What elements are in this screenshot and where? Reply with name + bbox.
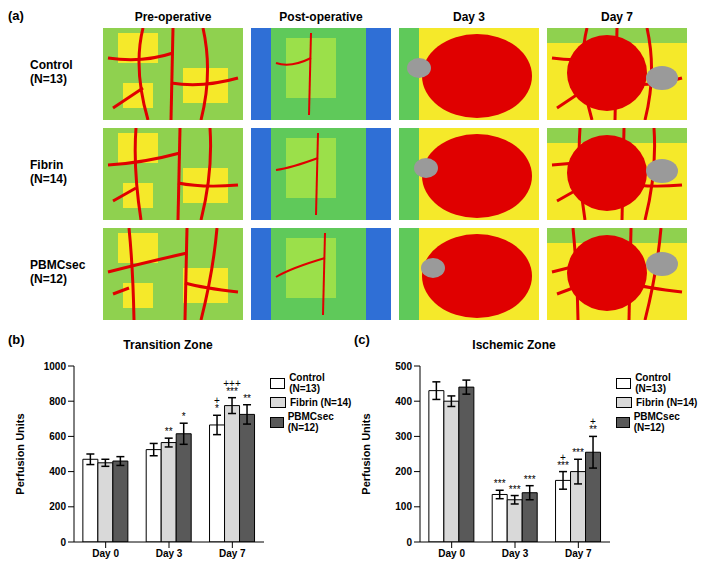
html-text:Fibrin (N=14): Fibrin (N=14)	[30, 158, 67, 186]
svg-text:Day 7: Day 7	[565, 548, 592, 559]
svg-text:***: ***	[524, 474, 536, 485]
svg-text:100: 100	[395, 501, 412, 512]
html-text:(a): (a)	[8, 8, 24, 23]
html-text:(b): (b)	[8, 332, 25, 347]
svg-text:**: **	[165, 426, 173, 437]
svg-text:***: ***	[494, 478, 506, 489]
html-text:Ischemic Zone: Ischemic Zone	[472, 338, 556, 352]
svg-text:400: 400	[49, 466, 66, 477]
svg-text:**: **	[589, 424, 597, 435]
svg-text:0: 0	[60, 537, 66, 548]
html-text:Post-operative: Post-operative	[279, 10, 363, 24]
svg-text:300: 300	[395, 431, 412, 442]
svg-text:400: 400	[395, 396, 412, 407]
svg-text:***: ***	[572, 447, 584, 458]
svg-text:Perfusion Units: Perfusion Units	[14, 413, 26, 494]
svg-text:200: 200	[49, 501, 66, 512]
svg-text:Day 7: Day 7	[219, 548, 246, 559]
html-text:Pre-operative: Pre-operative	[134, 10, 212, 24]
svg-text:200: 200	[395, 466, 412, 477]
svg-text:**: **	[243, 393, 251, 404]
html-text:Fibrin (N=14): Fibrin (N=14)	[290, 397, 352, 408]
html-text:PBMCsec (N=12): PBMCsec (N=12)	[633, 411, 680, 433]
svg-text:Day 3: Day 3	[502, 548, 529, 559]
html-text:(c): (c)	[354, 332, 370, 347]
svg-text:Day 3: Day 3	[156, 548, 183, 559]
svg-text:800: 800	[49, 396, 66, 407]
html-text:PBMCsec (N=12): PBMCsec (N=12)	[30, 258, 86, 286]
html-text:Control (N=13): Control (N=13)	[289, 372, 325, 394]
html-text:PBMCsec (N=12): PBMCsec (N=12)	[287, 411, 334, 433]
svg-text:*: *	[182, 411, 186, 422]
svg-text:Day 0: Day 0	[92, 548, 119, 559]
svg-text:***: ***	[226, 386, 238, 397]
svg-text:*: *	[215, 403, 219, 414]
html-text:Control (N=13): Control (N=13)	[30, 58, 73, 86]
html-text:Control (N=13): Control (N=13)	[635, 372, 671, 394]
svg-text:***: ***	[509, 484, 521, 495]
html-text:Day 7: Day 7	[601, 10, 633, 24]
svg-text:***: ***	[557, 460, 569, 471]
svg-text:600: 600	[49, 431, 66, 442]
svg-text:1000: 1000	[44, 361, 67, 372]
svg-text:500: 500	[395, 361, 412, 372]
html-text:Transition Zone: Transition Zone	[123, 338, 213, 352]
html-text:Fibrin (N=14): Fibrin (N=14)	[636, 397, 698, 408]
svg-text:Day 0: Day 0	[438, 548, 465, 559]
svg-text:Perfusion Units: Perfusion Units	[360, 413, 372, 494]
html-text:Day 3: Day 3	[453, 10, 485, 24]
svg-text:0: 0	[406, 537, 412, 548]
